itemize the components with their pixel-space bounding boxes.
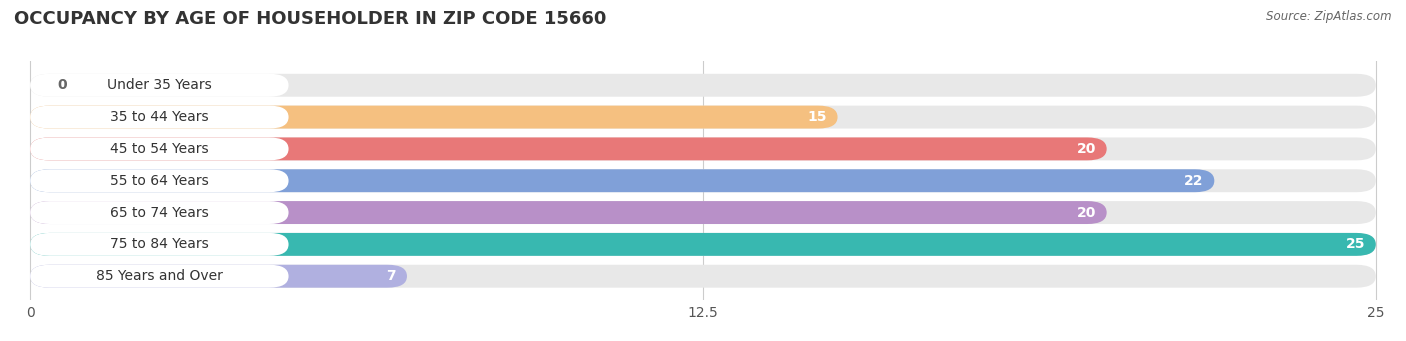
FancyBboxPatch shape bbox=[30, 201, 288, 224]
FancyBboxPatch shape bbox=[30, 106, 288, 129]
FancyBboxPatch shape bbox=[30, 106, 1376, 129]
FancyBboxPatch shape bbox=[30, 233, 1376, 256]
Text: OCCUPANCY BY AGE OF HOUSEHOLDER IN ZIP CODE 15660: OCCUPANCY BY AGE OF HOUSEHOLDER IN ZIP C… bbox=[14, 10, 606, 28]
Text: Source: ZipAtlas.com: Source: ZipAtlas.com bbox=[1267, 10, 1392, 23]
Text: 20: 20 bbox=[1077, 206, 1095, 220]
Text: 45 to 54 Years: 45 to 54 Years bbox=[110, 142, 208, 156]
FancyBboxPatch shape bbox=[30, 265, 406, 288]
Text: 20: 20 bbox=[1077, 142, 1095, 156]
Text: 65 to 74 Years: 65 to 74 Years bbox=[110, 206, 208, 220]
FancyBboxPatch shape bbox=[30, 169, 1376, 192]
FancyBboxPatch shape bbox=[30, 137, 288, 160]
Text: 55 to 64 Years: 55 to 64 Years bbox=[110, 174, 208, 188]
FancyBboxPatch shape bbox=[30, 265, 288, 288]
FancyBboxPatch shape bbox=[30, 137, 1107, 160]
Text: Under 35 Years: Under 35 Years bbox=[107, 78, 212, 92]
Text: 85 Years and Over: 85 Years and Over bbox=[96, 269, 222, 283]
FancyBboxPatch shape bbox=[30, 106, 838, 129]
Text: 7: 7 bbox=[387, 269, 396, 283]
FancyBboxPatch shape bbox=[30, 74, 288, 97]
FancyBboxPatch shape bbox=[30, 137, 1376, 160]
Text: 25: 25 bbox=[1346, 237, 1365, 251]
Text: 35 to 44 Years: 35 to 44 Years bbox=[110, 110, 208, 124]
FancyBboxPatch shape bbox=[30, 265, 1376, 288]
Text: 15: 15 bbox=[807, 110, 827, 124]
FancyBboxPatch shape bbox=[30, 233, 288, 256]
Text: 0: 0 bbox=[58, 78, 66, 92]
FancyBboxPatch shape bbox=[30, 233, 1376, 256]
FancyBboxPatch shape bbox=[30, 169, 288, 192]
FancyBboxPatch shape bbox=[30, 169, 1215, 192]
FancyBboxPatch shape bbox=[30, 201, 1376, 224]
FancyBboxPatch shape bbox=[30, 201, 1107, 224]
FancyBboxPatch shape bbox=[30, 74, 1376, 97]
Text: 75 to 84 Years: 75 to 84 Years bbox=[110, 237, 208, 251]
Text: 22: 22 bbox=[1184, 174, 1204, 188]
